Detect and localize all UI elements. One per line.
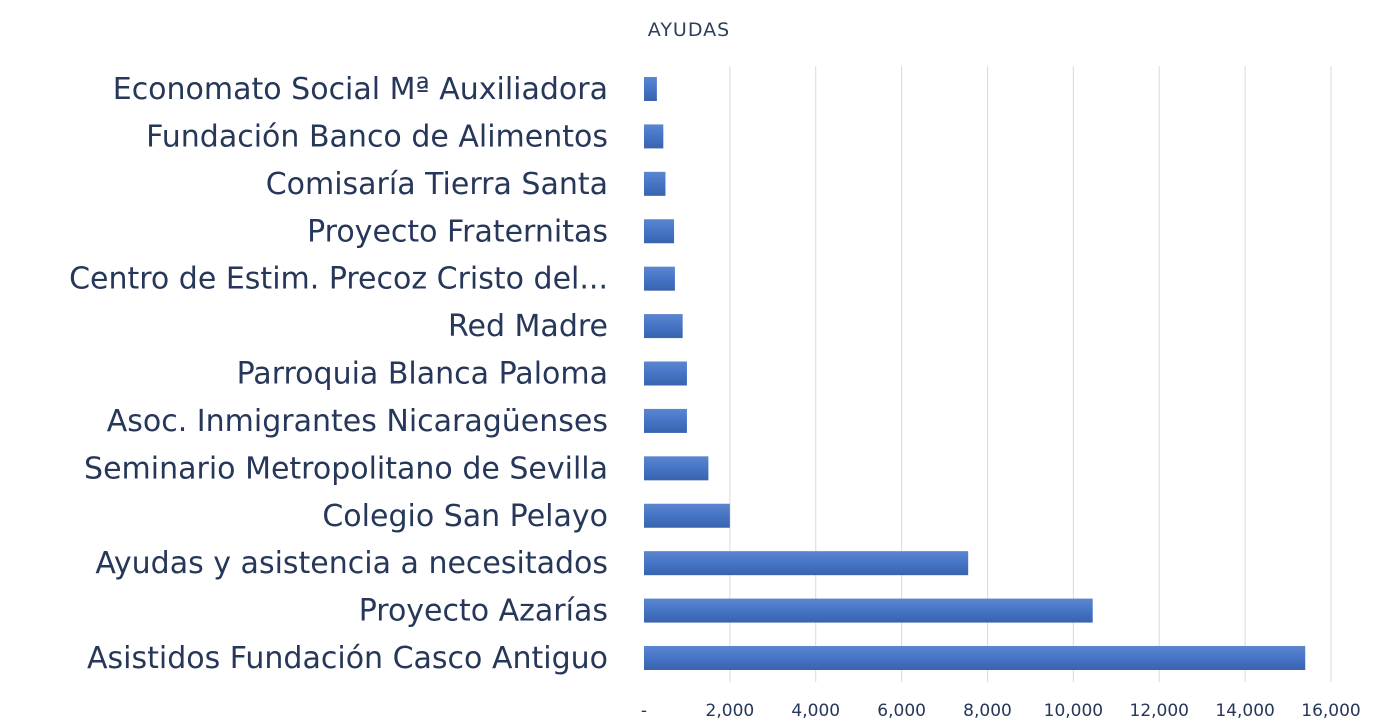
bar	[644, 266, 675, 291]
bar	[644, 598, 1093, 623]
bar	[644, 124, 664, 149]
category-labels: Economato Social Mª Auxiliadora Fundación…	[69, 72, 608, 676]
x-tick-label: 4,000	[791, 701, 840, 721]
category-label: Centro de Estim. Precoz Cristo del...	[69, 262, 608, 297]
category-label: Fundación Banco de Alimentos	[146, 119, 608, 154]
bar	[644, 646, 1306, 670]
x-tick-label: 2,000	[706, 701, 755, 721]
bar	[644, 503, 730, 528]
category-label: Seminario Metropolitano de Sevilla	[84, 451, 608, 486]
category-label: Proyecto Fraternitas	[307, 214, 608, 249]
category-label: Colegio San Pelayo	[322, 499, 608, 534]
x-tick-label: -	[641, 701, 647, 721]
category-label: Ayudas y asistencia a necesitados	[95, 546, 608, 581]
x-tick-label: 14,000	[1215, 701, 1274, 721]
bar	[644, 171, 666, 196]
bars	[644, 77, 1306, 670]
bar	[644, 551, 969, 576]
category-label: Economato Social Mª Auxiliadora	[113, 72, 608, 107]
bar	[644, 77, 657, 101]
chart-title: AYUDAS	[648, 19, 730, 41]
category-label: Comisaría Tierra Santa	[266, 167, 608, 202]
x-axis-tick-labels: - 2,000 4,000 6,000 8,000 10,000 12,000 14,000 1…	[641, 701, 1361, 721]
category-label: Parroquia Blanca Paloma	[237, 357, 608, 392]
bar	[644, 361, 687, 386]
bar	[644, 456, 709, 481]
category-label: Proyecto Azarías	[359, 594, 608, 629]
bar	[644, 408, 687, 433]
bar	[644, 219, 675, 244]
gridlines	[729, 66, 1332, 682]
category-label: Asistidos Fundación Casco Antiguo	[87, 641, 608, 676]
x-tick-label: 6,000	[877, 701, 926, 721]
x-tick-label: 16,000	[1301, 701, 1360, 721]
category-label: Red Madre	[448, 309, 608, 344]
bar	[644, 314, 683, 339]
x-tick-label: 10,000	[1044, 701, 1103, 721]
category-label: Asoc. Inmigrantes Nicaragüenses	[107, 404, 608, 439]
x-tick-label: 12,000	[1130, 701, 1189, 721]
x-tick-label: 8,000	[963, 701, 1012, 721]
